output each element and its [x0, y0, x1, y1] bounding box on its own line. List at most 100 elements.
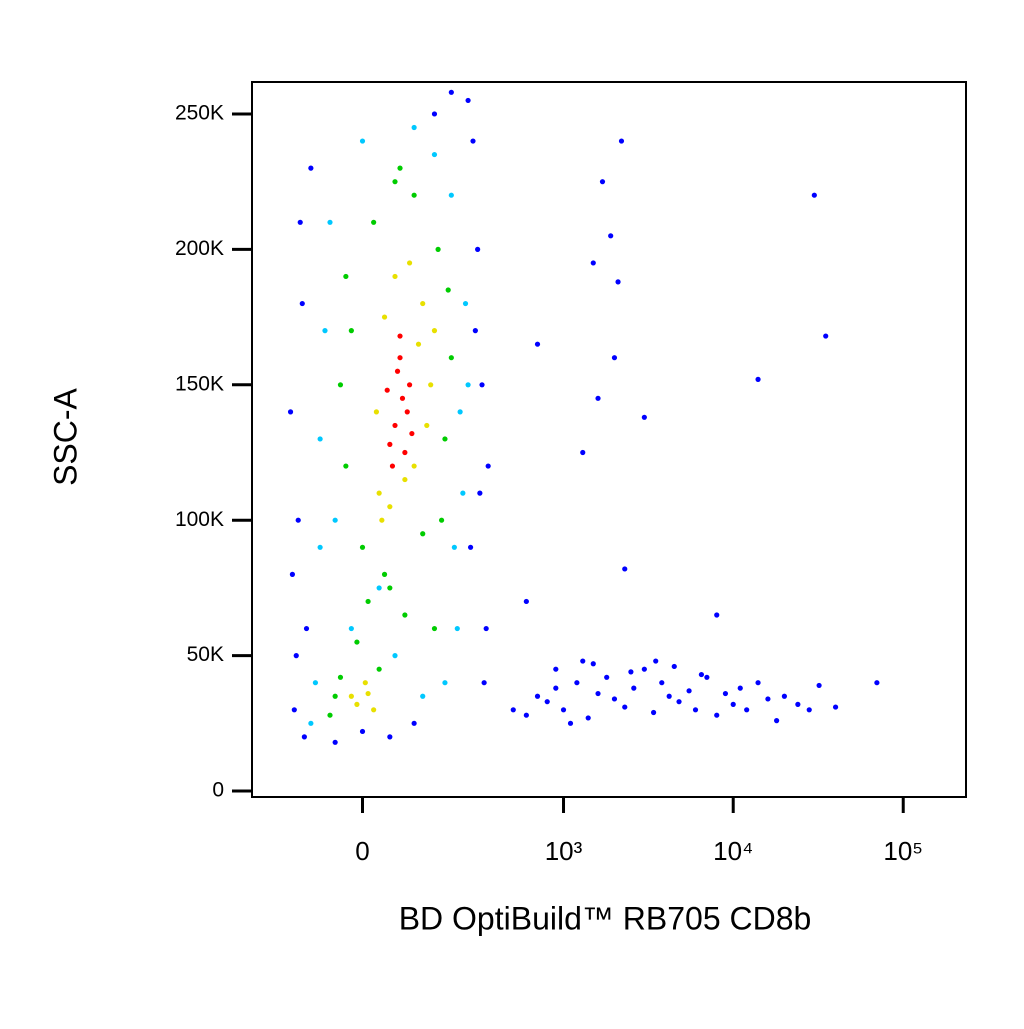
point: [424, 422, 430, 429]
point: [641, 414, 647, 420]
point: [590, 260, 596, 266]
point: [384, 387, 390, 393]
point: [431, 151, 438, 158]
point: [332, 739, 338, 745]
point: [553, 685, 559, 691]
point: [337, 674, 344, 680]
point: [428, 382, 434, 388]
point: [641, 666, 647, 672]
point: [653, 658, 659, 664]
point: [755, 376, 761, 382]
point: [823, 333, 829, 339]
point: [755, 680, 761, 686]
point: [483, 625, 489, 632]
point: [376, 585, 382, 591]
point: [387, 441, 393, 447]
point: [411, 192, 417, 198]
point: [397, 165, 403, 171]
point: [523, 598, 529, 605]
point: [392, 653, 398, 659]
point: [460, 490, 466, 496]
point: [402, 449, 408, 456]
y-axis-label: SSC-A: [47, 387, 83, 485]
point: [448, 355, 454, 361]
point: [615, 279, 621, 285]
point: [402, 476, 408, 483]
point: [485, 463, 491, 469]
point: [472, 328, 478, 334]
point: [608, 233, 614, 239]
point: [604, 674, 610, 680]
point: [379, 517, 385, 523]
point: [337, 382, 344, 388]
point: [399, 395, 406, 401]
point: [448, 89, 454, 95]
point: [832, 704, 839, 710]
point: [359, 728, 366, 735]
point: [467, 544, 474, 550]
point: [730, 701, 736, 707]
point: [287, 409, 294, 415]
point: [671, 663, 677, 670]
point: [406, 382, 413, 388]
point: [411, 720, 417, 726]
x-axis-label: BD OptiBuild™ RB705 CD8b: [399, 900, 812, 936]
point: [332, 693, 338, 699]
point: [737, 685, 743, 691]
point: [622, 704, 628, 710]
point: [381, 571, 388, 577]
point: [560, 707, 567, 713]
x-tick-label: 10³: [545, 836, 583, 866]
point: [420, 693, 426, 699]
point: [445, 287, 451, 293]
point: [389, 463, 396, 469]
point: [431, 328, 438, 334]
point: [343, 273, 349, 280]
point: [470, 138, 476, 144]
point: [618, 138, 625, 144]
point: [765, 696, 771, 702]
point: [392, 273, 398, 280]
point: [544, 699, 550, 705]
point: [659, 680, 665, 686]
point: [371, 707, 377, 713]
point: [465, 382, 471, 388]
point: [348, 693, 354, 699]
point: [411, 463, 417, 469]
point: [295, 517, 301, 523]
point: [431, 111, 438, 117]
point: [580, 449, 586, 456]
point: [420, 531, 426, 537]
y-tick-label: 0: [212, 779, 224, 802]
point: [392, 422, 398, 429]
point: [714, 612, 720, 618]
point: [409, 430, 415, 437]
plot-frame: [251, 81, 967, 798]
point: [451, 544, 457, 550]
point: [744, 707, 750, 713]
point: [692, 707, 699, 713]
point: [811, 192, 817, 198]
point: [475, 246, 481, 252]
point: [438, 517, 445, 523]
point: [510, 707, 516, 713]
point: [774, 718, 780, 724]
point: [404, 409, 410, 415]
point: [722, 690, 729, 697]
point: [308, 165, 314, 171]
point: [590, 661, 596, 667]
point: [477, 490, 483, 496]
point: [411, 124, 417, 131]
point: [704, 674, 710, 680]
point: [431, 625, 438, 632]
y-tick-label: 250K: [175, 102, 224, 125]
point: [299, 300, 305, 307]
point: [293, 653, 299, 659]
point: [462, 300, 469, 307]
point: [795, 701, 801, 707]
point: [359, 544, 366, 550]
point: [397, 355, 403, 361]
point: [650, 709, 657, 716]
point: [365, 598, 371, 605]
point: [376, 490, 382, 496]
